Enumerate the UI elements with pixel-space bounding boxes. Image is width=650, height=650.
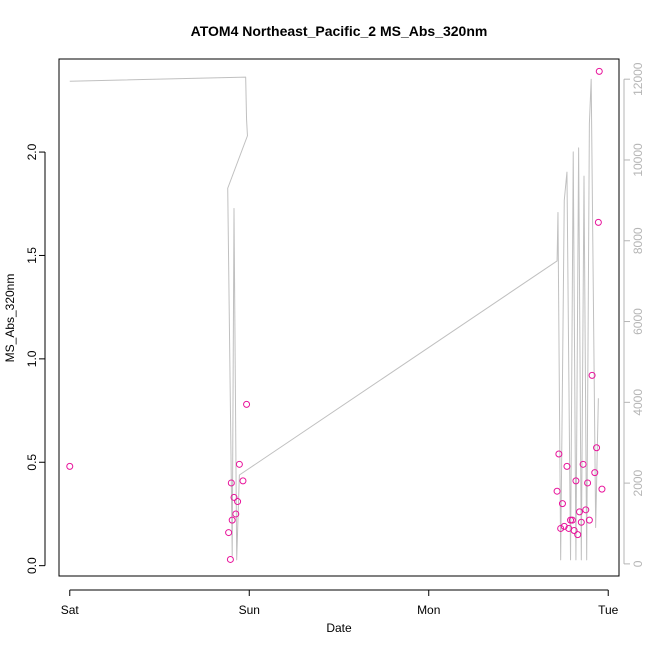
data-point (226, 555, 234, 563)
data-point (584, 479, 592, 487)
data-point (228, 516, 236, 524)
data-point (582, 506, 590, 514)
data-point (594, 218, 602, 226)
y2-tick-label-0: 0 (631, 560, 645, 567)
data-point (593, 444, 601, 452)
data-point (598, 485, 606, 493)
y2-tick-label-4000: 4000 (631, 389, 645, 416)
data-point (230, 493, 238, 501)
y2-tick-label-12000: 12000 (631, 62, 645, 96)
data-point (588, 371, 596, 379)
data-point (555, 450, 563, 458)
chart-title: ATOM4 Northeast_Pacific_2 MS_Abs_320nm (191, 23, 488, 39)
y2-tick-label-6000: 6000 (631, 308, 645, 335)
data-point (585, 516, 593, 524)
data-point (595, 67, 603, 75)
data-point (591, 469, 599, 477)
data-point (225, 529, 233, 537)
data-point (568, 516, 576, 524)
y-tick-label-2.0: 2.0 (25, 143, 39, 160)
data-point (570, 527, 578, 534)
x-tick-label-sat: Sat (61, 603, 80, 617)
data-point (572, 477, 580, 485)
series-line-secondary (69, 76, 599, 561)
y2-tick-label-10000: 10000 (631, 143, 645, 177)
data-point (563, 462, 571, 470)
data-point (574, 531, 582, 539)
data-point (577, 518, 585, 526)
y-tick-label-1.0: 1.0 (25, 350, 39, 367)
chart-marks: Sat Sun Mon Tue 0.0 0.5 1.0 1.5 2.0 0 2000 4000 6000… (25, 62, 645, 617)
plot-frame (58, 58, 620, 577)
data-point (66, 462, 74, 470)
y2-tick-label-2000: 2000 (631, 469, 645, 496)
data-point (239, 477, 247, 485)
data-point (560, 522, 568, 530)
x-tick-label-sun: Sun (239, 603, 260, 617)
y-tick-label-1.5: 1.5 (25, 247, 39, 264)
x-tick-label-tue: Tue (598, 603, 619, 617)
x-tick-label-mon: Mon (417, 603, 440, 617)
data-point (557, 524, 565, 532)
data-point (234, 498, 242, 506)
data-point (243, 400, 251, 408)
y-tick-label-0.5: 0.5 (25, 454, 39, 471)
y-axis-label: MS_Abs_320nm (3, 274, 17, 363)
data-point (579, 460, 587, 468)
data-point (235, 460, 243, 468)
data-point (576, 508, 584, 516)
data-point (558, 500, 566, 508)
data-point (232, 510, 240, 518)
y-tick-label-0.0: 0.0 (25, 557, 39, 574)
x-axis-label: Date (326, 621, 352, 635)
y2-tick-label-8000: 8000 (631, 227, 645, 254)
data-point (227, 479, 235, 487)
data-point (553, 487, 561, 495)
